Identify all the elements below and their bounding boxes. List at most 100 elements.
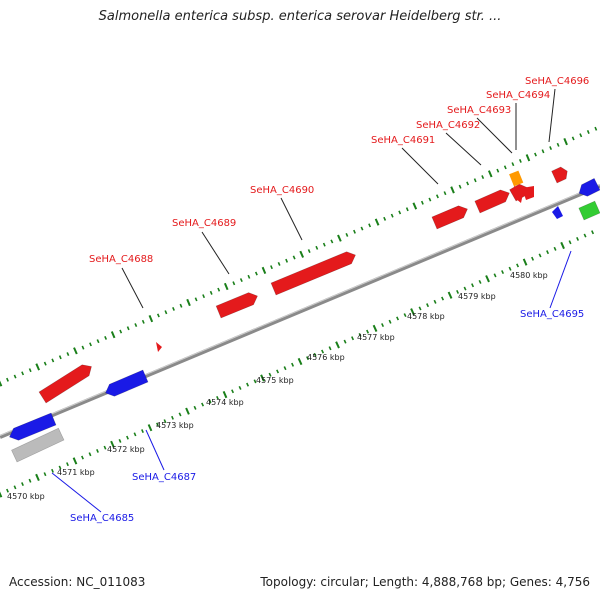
minor-tick	[463, 286, 467, 291]
minor-tick	[58, 465, 62, 470]
minor-tick	[283, 366, 287, 371]
major-tick	[35, 473, 40, 482]
minor-tick	[456, 289, 460, 294]
minor-tick	[270, 265, 273, 270]
minor-tick	[458, 184, 462, 189]
minor-tick	[239, 278, 243, 283]
minor-tick	[353, 229, 356, 234]
topology-label: Topology: circular; Length: 4,888,768 bp…	[260, 575, 590, 589]
minor-tick	[343, 339, 347, 344]
major-tick	[110, 331, 116, 339]
minor-tick	[66, 352, 70, 357]
minor-tick	[388, 319, 392, 324]
tick-label: 4573 kbp	[156, 421, 194, 430]
major-tick	[222, 390, 228, 399]
minor-tick	[88, 452, 92, 457]
gene-label-forward: SeHA_C4692	[416, 120, 480, 131]
major-tick	[72, 457, 78, 465]
minor-tick	[119, 329, 123, 334]
minor-tick	[306, 356, 310, 361]
minor-tick	[307, 249, 311, 254]
tick-label: 4574 kbp	[206, 398, 244, 407]
minor-tick	[358, 332, 362, 337]
minor-tick	[276, 369, 280, 374]
minor-tick	[141, 429, 144, 434]
minor-tick	[435, 194, 439, 199]
minor-tick	[141, 319, 145, 324]
leader-line	[51, 472, 102, 513]
major-tick	[148, 315, 154, 323]
minor-tick	[330, 239, 334, 244]
minor-tick	[28, 478, 32, 483]
minor-tick	[583, 233, 587, 238]
minor-tick	[538, 253, 542, 258]
major-tick	[260, 374, 265, 382]
leader-line	[145, 429, 165, 471]
minor-tick	[594, 126, 598, 131]
minor-tick	[193, 405, 197, 410]
minor-tick	[473, 178, 477, 183]
minor-tick	[518, 158, 522, 163]
backbone-line	[0, 184, 600, 439]
forward-gene-arrow	[551, 166, 568, 184]
minor-tick	[541, 149, 545, 154]
minor-tick	[322, 242, 326, 247]
minor-tick	[232, 281, 236, 286]
minor-tick	[209, 290, 213, 295]
small-forward-gene	[522, 186, 534, 200]
gene-label-forward: SeHA_C4691	[371, 135, 435, 146]
minor-tick	[292, 255, 296, 260]
tick-label: 4575 kbp	[256, 376, 294, 385]
small-forward-gene	[156, 342, 162, 352]
gene-features	[9, 166, 600, 463]
minor-tick	[156, 422, 159, 427]
major-tick	[299, 250, 305, 258]
minor-tick	[511, 162, 515, 167]
reverse-gene-arrow	[9, 412, 57, 441]
minor-tick	[478, 279, 482, 284]
minor-tick	[231, 389, 235, 394]
leader-line	[445, 132, 482, 166]
major-tick	[223, 282, 229, 291]
minor-tick	[133, 432, 137, 437]
minor-tick	[178, 412, 182, 417]
gene-label-forward: SeHA_C4694	[486, 90, 550, 101]
minor-tick	[443, 191, 447, 196]
minor-tick	[381, 323, 385, 328]
major-tick	[412, 202, 418, 210]
forward-gene-arrow	[431, 205, 468, 230]
minor-tick	[253, 379, 257, 384]
minor-tick	[89, 342, 92, 347]
minor-tick	[254, 271, 258, 276]
minor-tick	[103, 445, 107, 450]
minor-tick	[481, 175, 485, 180]
inner-tick-ring	[0, 230, 595, 498]
minor-tick	[501, 270, 505, 275]
minor-tick	[246, 382, 250, 387]
minor-tick	[134, 323, 138, 328]
tick-label: 4580 kbp	[510, 271, 548, 280]
minor-tick	[360, 226, 364, 231]
tick-label: 4571 kbp	[57, 468, 95, 477]
minor-tick	[96, 339, 100, 344]
major-tick	[147, 424, 153, 432]
minor-tick	[398, 210, 402, 215]
minor-tick	[546, 250, 550, 255]
minor-tick	[28, 368, 32, 373]
minor-tick	[313, 352, 317, 357]
minor-tick	[586, 129, 590, 135]
minor-tick	[579, 133, 583, 138]
minor-tick	[366, 329, 370, 334]
map-title: Salmonella enterica subsp. enterica sero…	[98, 9, 502, 24]
tick-label: 4570 kbp	[7, 492, 45, 501]
minor-tick	[13, 374, 17, 379]
minor-tick	[21, 371, 25, 376]
major-tick	[522, 258, 528, 266]
green-gene-arrow	[578, 200, 600, 221]
major-tick	[563, 138, 568, 146]
major-tick	[0, 380, 3, 387]
gene-label-forward: SeHA_C4693	[447, 105, 511, 116]
minor-tick	[383, 216, 387, 221]
minor-tick	[328, 346, 332, 351]
